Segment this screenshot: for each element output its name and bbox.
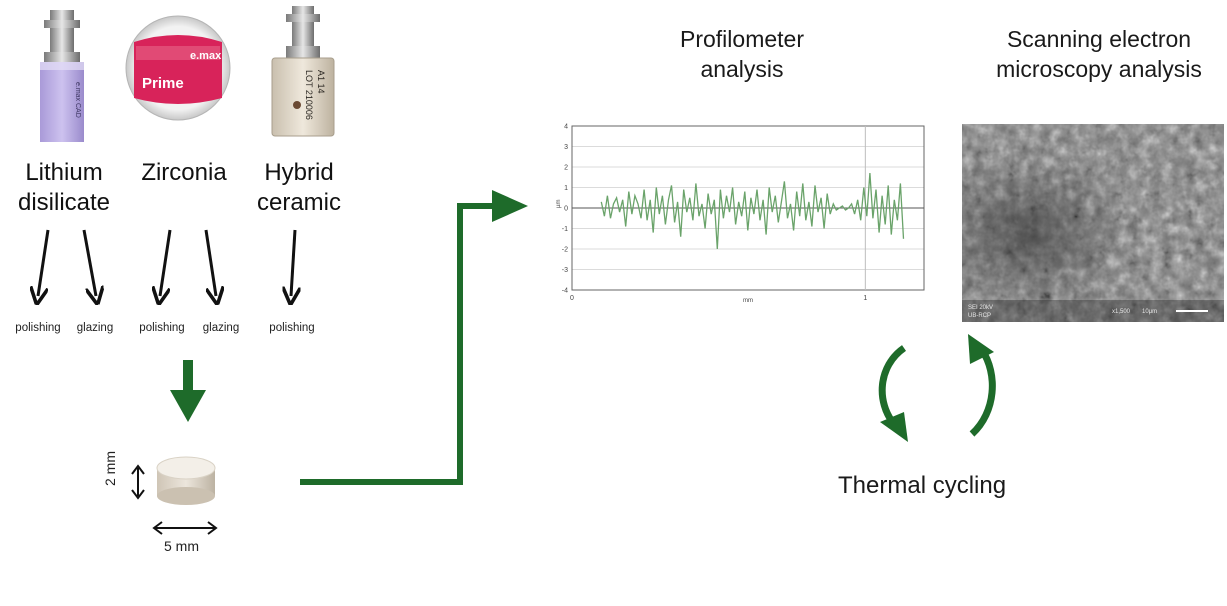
sem-info-left2: UB-RCP <box>968 313 991 319</box>
material-label-lithium-disilicate: Lithium disilicate <box>0 158 128 218</box>
profilometer-title: Profilometer analysis <box>612 24 872 84</box>
green-down-arrow <box>170 360 206 422</box>
treatment-label: polishing <box>15 322 61 334</box>
specimen-diameter-label: 5 mm <box>164 538 199 554</box>
profilometer-title-line2: analysis <box>700 56 784 82</box>
chart-y-axis-label: µm <box>556 200 562 208</box>
chart-y-tick-label: -1 <box>562 226 568 233</box>
chart-y-tick-label: 4 <box>564 124 568 131</box>
zirconia-label-line1: Zirconia <box>141 159 227 186</box>
chart-y-tick-labels: 4 3 2 1 0 -1 -2 -3 -4 <box>562 124 568 295</box>
chart-y-tick-label: 1 <box>564 185 568 192</box>
material-label-zirconia: Zirconia <box>128 158 240 188</box>
chart-series-line <box>600 173 905 250</box>
lithium-block-text: e.max CAD <box>74 82 81 118</box>
thermal-cycling-label: Thermal cycling <box>838 472 1007 499</box>
chart-x-tick-label: 0 <box>570 295 574 302</box>
hybrid-block-sub: A1 14 <box>316 70 326 94</box>
treatment-label: polishing <box>269 322 315 334</box>
profilometer-title-line1: Profilometer <box>680 26 804 52</box>
arrow-zirconia-polishing <box>160 229 172 296</box>
arrow-lithium-glazing <box>82 229 96 296</box>
zirconia-disc-image: e.max Prime <box>125 15 231 121</box>
chart-y-tick-label: 3 <box>564 144 568 151</box>
material-products: e.max CAD e.max Prime A1 14 LOT 210006 <box>40 6 335 142</box>
arrow-lithium-polishing <box>38 229 50 296</box>
chart-y-tick-label: -3 <box>562 267 568 274</box>
sem-micrograph: SEI 20kV UB-RCP x1,500 10μm <box>962 124 1224 322</box>
chart-y-tick-label: 2 <box>564 165 568 172</box>
chart-y-tick-label: 0 <box>564 206 568 213</box>
treatment-label: glazing <box>202 322 240 334</box>
hybrid-block-lot: LOT 210006 <box>304 70 314 120</box>
arrow-zirconia-glazing <box>204 229 216 296</box>
specimen-disc <box>131 456 218 535</box>
hybrid-label-line1: Hybrid <box>264 159 334 186</box>
thermal-cycling-arrows <box>878 334 996 442</box>
lithium-disilicate-block-image: e.max CAD <box>40 10 84 142</box>
specimen-height-label: 2 mm <box>102 451 118 486</box>
sem-info-scale: 10μm <box>1142 309 1157 315</box>
lithium-label-line2: disilicate <box>17 189 111 216</box>
sem-title-line2: microscopy analysis <box>996 56 1202 82</box>
zirconia-disc-brand: e.max <box>190 50 222 62</box>
treatment-label: glazing <box>76 322 114 334</box>
sem-title: Scanning electron microscopy analysis <box>968 24 1227 84</box>
zirconia-disc-sub: Prime <box>142 75 184 92</box>
hybrid-ceramic-block-image: A1 14 LOT 210006 <box>271 6 335 137</box>
lithium-label-line1: Lithium <box>25 159 103 186</box>
material-label-hybrid-ceramic: Hybrid ceramic <box>244 158 354 218</box>
chart-x-axis-label: mm <box>743 298 753 304</box>
chart-x-tick-label: 1 <box>863 295 867 302</box>
sem-info-mag: x1,500 <box>1112 309 1131 315</box>
treatment-label: polishing <box>139 322 185 334</box>
treatment-arrows <box>0 229 360 310</box>
thermal-arrow-up-head <box>968 334 994 364</box>
chart-y-tick-label: -4 <box>562 288 568 295</box>
hybrid-label-line2: ceramic <box>256 189 341 216</box>
arrow-hybrid-polishing <box>291 229 295 296</box>
green-connector-arrow <box>300 190 528 485</box>
thermal-arrow-down-head <box>880 412 908 442</box>
chart-y-tick-label: -2 <box>562 247 568 254</box>
sem-title-line1: Scanning electron <box>1006 26 1192 52</box>
sem-info-left: SEI 20kV <box>968 305 993 311</box>
